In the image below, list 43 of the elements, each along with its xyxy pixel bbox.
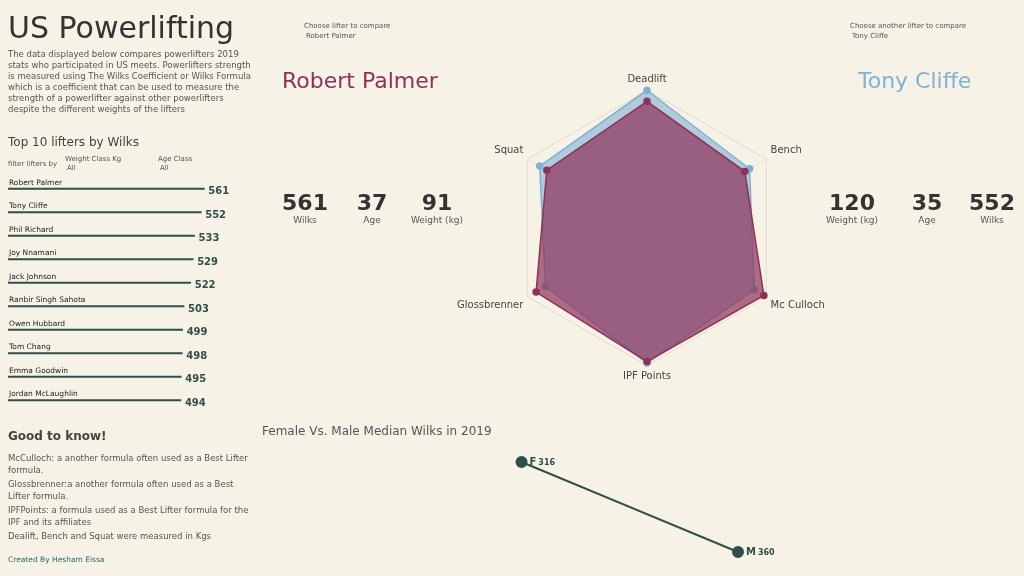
text: 552 [968, 190, 1016, 215]
spoke-label: Deadlift [627, 72, 667, 84]
text: Weight (kg) [409, 215, 465, 225]
spoke-label: Glossbrenner [456, 298, 525, 310]
text: 91 [420, 190, 454, 215]
data-label: 503 [188, 302, 209, 314]
chart-title: Top 10 lifters by Wilks [8, 135, 140, 149]
data-label: 561 [208, 185, 230, 197]
data-label: 499 [186, 326, 208, 338]
spoke-label: Squat [494, 144, 524, 156]
text: Wilks [979, 215, 1005, 225]
text: Robert Palmer [282, 68, 438, 93]
text: 561 [281, 190, 329, 215]
spoke-label: Mc Culloch [770, 298, 825, 310]
text: McCulloch: a another formula often used as a Best Lifter formula. [8, 452, 249, 476]
data-label: 495 [185, 373, 207, 385]
text: Female Vs. Male Median Wilks in 2019 [262, 424, 493, 440]
text: US Powerlifting [8, 10, 236, 46]
text: 35 [910, 190, 944, 215]
spoke-label: Bench [770, 144, 802, 156]
text: 120 [828, 190, 876, 215]
text: Age [362, 215, 382, 225]
category-label: F [529, 455, 537, 467]
data-label: 522 [194, 279, 216, 291]
text: Tony Cliffe [858, 68, 972, 93]
spoke-label: IPF Points [623, 370, 671, 382]
text: The data displayed below compares powerlifters 2019 stats who participated in US meets. Powerlifters strength is measured using The Wilks Coefficient or Wilks Formula which is a coefficient that can be used to measure the strength of a powerlifter against other powerlifters despite the different weights of the lifters [8, 49, 252, 115]
text: Good to know! [8, 429, 108, 443]
text: Dealift, Bench and Squat were measured in Kgs [8, 530, 213, 542]
category-label: M [746, 545, 756, 557]
text: Glossbrenner:a another formula often used as a Best Lifter formula. [8, 478, 235, 502]
text: 37 [355, 190, 389, 215]
data-label: 360 [757, 548, 776, 558]
text: Age [917, 215, 937, 225]
text: IPFPoints: a formula used as a Best Lifter formula for the IPF and its affiliates [8, 504, 250, 528]
data-label: 529 [197, 255, 219, 267]
data-label: 316 [538, 458, 556, 468]
text: Wilks [292, 215, 318, 225]
data-label: 498 [186, 349, 208, 361]
data-label: 552 [205, 208, 227, 220]
data-label: 533 [198, 232, 220, 244]
data-label: 494 [184, 396, 206, 408]
text: Weight (kg) [824, 215, 880, 225]
